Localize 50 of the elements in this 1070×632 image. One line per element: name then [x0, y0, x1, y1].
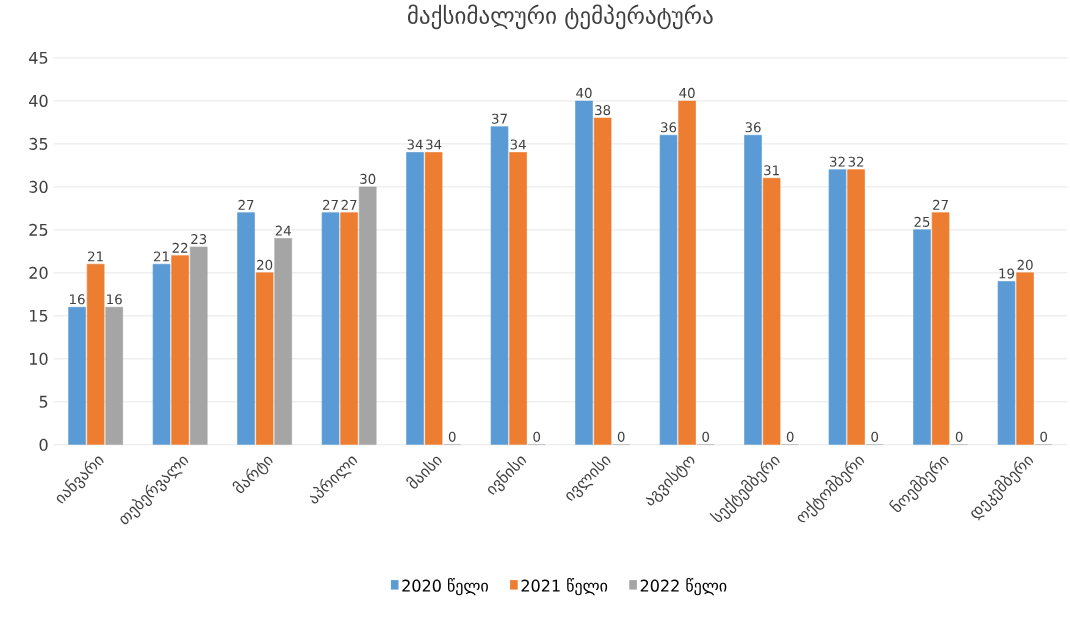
y-tick-label: 15 [30, 310, 48, 322]
data-label: 27 [238, 200, 254, 210]
data-label: 19 [999, 268, 1015, 279]
data-label: 34 [426, 139, 442, 150]
data-label: 22 [172, 243, 188, 253]
data-label: 24 [275, 225, 291, 236]
data-label: 34 [407, 139, 423, 150]
data-label: 27 [933, 200, 948, 210]
data-label: 40 [576, 88, 592, 99]
y-tick-label: 30 [29, 181, 48, 194]
data-label: 25 [914, 217, 930, 228]
y-tick-label: 25 [29, 224, 48, 237]
legend-label: 2021 წელი [521, 578, 608, 596]
legend-label: 2022 წელი [640, 578, 727, 596]
data-label: 27 [341, 200, 357, 210]
data-label: 34 [510, 139, 526, 150]
data-label: 32 [848, 156, 864, 167]
y-tick-label: 45 [29, 52, 48, 65]
data-label: 0 [1040, 431, 1048, 443]
data-label: 16 [107, 294, 122, 305]
data-label: 36 [745, 122, 761, 133]
y-tick-label: 35 [29, 138, 48, 151]
data-label: 37 [492, 113, 507, 124]
data-label: 0 [871, 431, 879, 443]
data-label: 30 [360, 174, 376, 185]
data-label: 21 [88, 251, 103, 262]
data-label: 38 [595, 105, 611, 116]
data-label: 31 [764, 165, 779, 176]
data-label: 23 [191, 234, 207, 245]
y-tick-label: 5 [39, 396, 48, 408]
data-label: 21 [154, 251, 169, 262]
chart-title: მაქსიმალური ტემპერატურა [407, 4, 713, 30]
data-label: 16 [70, 294, 85, 305]
data-label: 20 [257, 260, 273, 271]
y-tick-label: 0 [39, 438, 48, 452]
data-label: 0 [448, 431, 456, 443]
data-label: 0 [617, 431, 625, 443]
y-tick-label: 10 [30, 352, 48, 366]
data-label: 20 [1017, 260, 1033, 271]
data-label: 0 [955, 431, 963, 443]
y-tick-label: 20 [29, 267, 48, 280]
data-label: 0 [702, 431, 710, 443]
data-label: 36 [661, 122, 677, 133]
data-label: 0 [533, 431, 541, 443]
legend-label: 2020 წელი [402, 578, 488, 596]
data-label: 0 [786, 431, 794, 443]
data-label: 32 [830, 156, 845, 167]
data-label: 40 [679, 88, 695, 99]
y-tick-label: 40 [29, 95, 48, 108]
data-label: 27 [323, 200, 338, 210]
